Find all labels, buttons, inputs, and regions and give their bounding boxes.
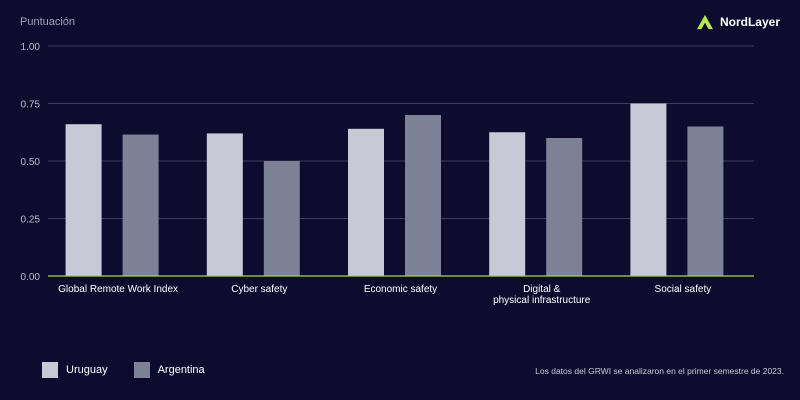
bar-argentina [546, 138, 583, 276]
x-tick-label: Global Remote Work Index [58, 284, 178, 295]
bar-uruguay [348, 128, 384, 276]
bar-argentina [405, 115, 441, 276]
brand-logo: NordLayer [696, 14, 780, 30]
legend: Uruguay Argentina [42, 362, 205, 378]
y-tick-label: 1.00 [21, 42, 41, 53]
y-tick-label: 0.25 [21, 215, 41, 226]
legend-swatch-uruguay [42, 362, 58, 378]
legend-swatch-argentina [133, 362, 150, 378]
y-axis-label: Puntuación [20, 16, 76, 28]
legend-label-argentina: Argentina [157, 364, 205, 376]
x-tick-label: Digital & physical infrastructure [493, 284, 591, 306]
nordlayer-logo-icon [696, 14, 713, 30]
bar-argentina [122, 134, 159, 276]
bar-uruguay [206, 133, 243, 276]
legend-label-uruguay: Uruguay [66, 364, 108, 376]
legend-item-uruguay: Uruguay [42, 362, 108, 378]
brand-name: NordLayer [719, 15, 780, 29]
x-tick-label: Economic safety [364, 284, 437, 295]
footnote: Los datos del GRWI se analizaron en el p… [535, 366, 784, 376]
bar-uruguay [630, 103, 667, 276]
x-tick-label: Social safety [655, 284, 712, 295]
bar-argentina [687, 126, 724, 276]
legend-item-argentina: Argentina [133, 362, 205, 378]
x-tick-label: Cyber safety [231, 284, 287, 295]
y-tick-label: 0.50 [21, 157, 41, 168]
bar-uruguay [65, 124, 102, 276]
y-tick-label: 0.00 [21, 272, 41, 283]
bar-argentina [263, 161, 300, 276]
y-tick-label: 0.75 [21, 100, 41, 111]
bar-uruguay [489, 132, 526, 276]
